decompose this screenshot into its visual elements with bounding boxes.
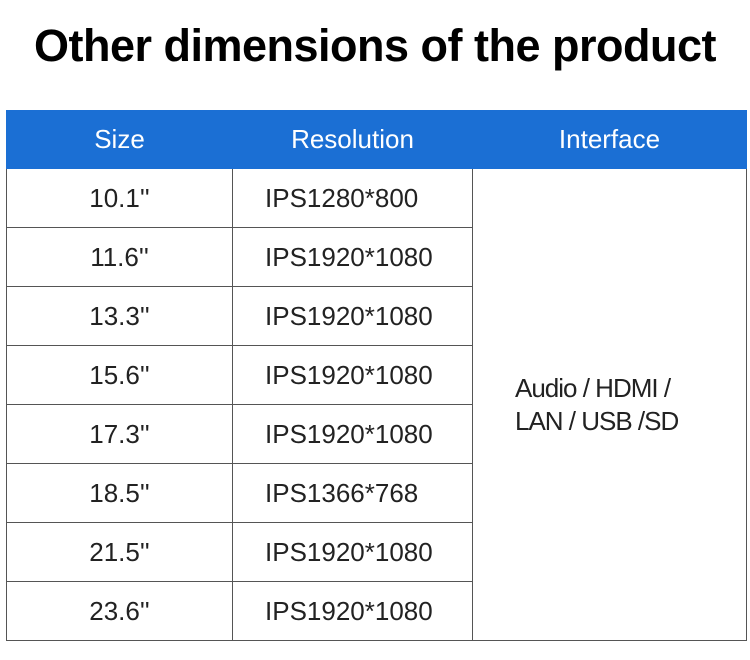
size-cell: 11.6'' — [6, 227, 233, 287]
interface-line: LAN / USB /SD — [515, 405, 679, 436]
header-row: Size Resolution Interface — [6, 110, 747, 169]
resolution-cell: IPS1920*1080 — [232, 345, 473, 405]
interface-cell: Audio / HDMI / LAN / USB /SD — [472, 168, 747, 641]
table-row: 18.5'' IPS1366*768 — [6, 463, 747, 523]
resolution-cell: IPS1280*800 — [232, 168, 473, 228]
table-row: 11.6'' IPS1920*1080 — [6, 227, 747, 287]
size-cell: 13.3'' — [6, 286, 233, 346]
table-row: 21.5'' IPS1920*1080 — [6, 522, 747, 582]
interface-line: Audio / HDMI / — [515, 372, 671, 403]
spec-table: Size Resolution Interface 10.1'' IPS1280*… — [6, 110, 747, 641]
column-header: Size — [6, 110, 233, 169]
table-row: 15.6'' IPS1920*1080 — [6, 345, 747, 405]
size-cell: 21.5'' — [6, 522, 233, 582]
resolution-cell: IPS1920*1080 — [232, 227, 473, 287]
size-cell: 18.5'' — [6, 463, 233, 523]
table-header: Size Resolution Interface — [6, 110, 747, 169]
size-cell: 23.6'' — [6, 581, 233, 641]
column-header: Resolution — [232, 110, 473, 169]
resolution-cell: IPS1366*768 — [232, 463, 473, 523]
title: Other dimensions of the product — [33, 20, 717, 71]
table-row: 10.1'' IPS1280*800 Audio / HDMI / LAN / USB… — [6, 168, 747, 641]
resolution-cell: IPS1920*1080 — [232, 522, 473, 582]
resolution-cell: IPS1920*1080 — [232, 581, 473, 641]
resolution-cell: IPS1920*1080 — [232, 404, 473, 464]
size-cell: 17.3'' — [6, 404, 233, 464]
table-row: 23.6'' IPS1920*1080 — [6, 581, 747, 641]
size-cell: 15.6'' — [6, 345, 233, 405]
resolution-cell: IPS1920*1080 — [232, 286, 473, 346]
table-body: 10.1'' IPS1280*800 Audio / HDMI / LAN / USB… — [6, 168, 747, 641]
column-header: Interface — [472, 110, 747, 169]
size-cell: 10.1'' — [6, 168, 233, 228]
